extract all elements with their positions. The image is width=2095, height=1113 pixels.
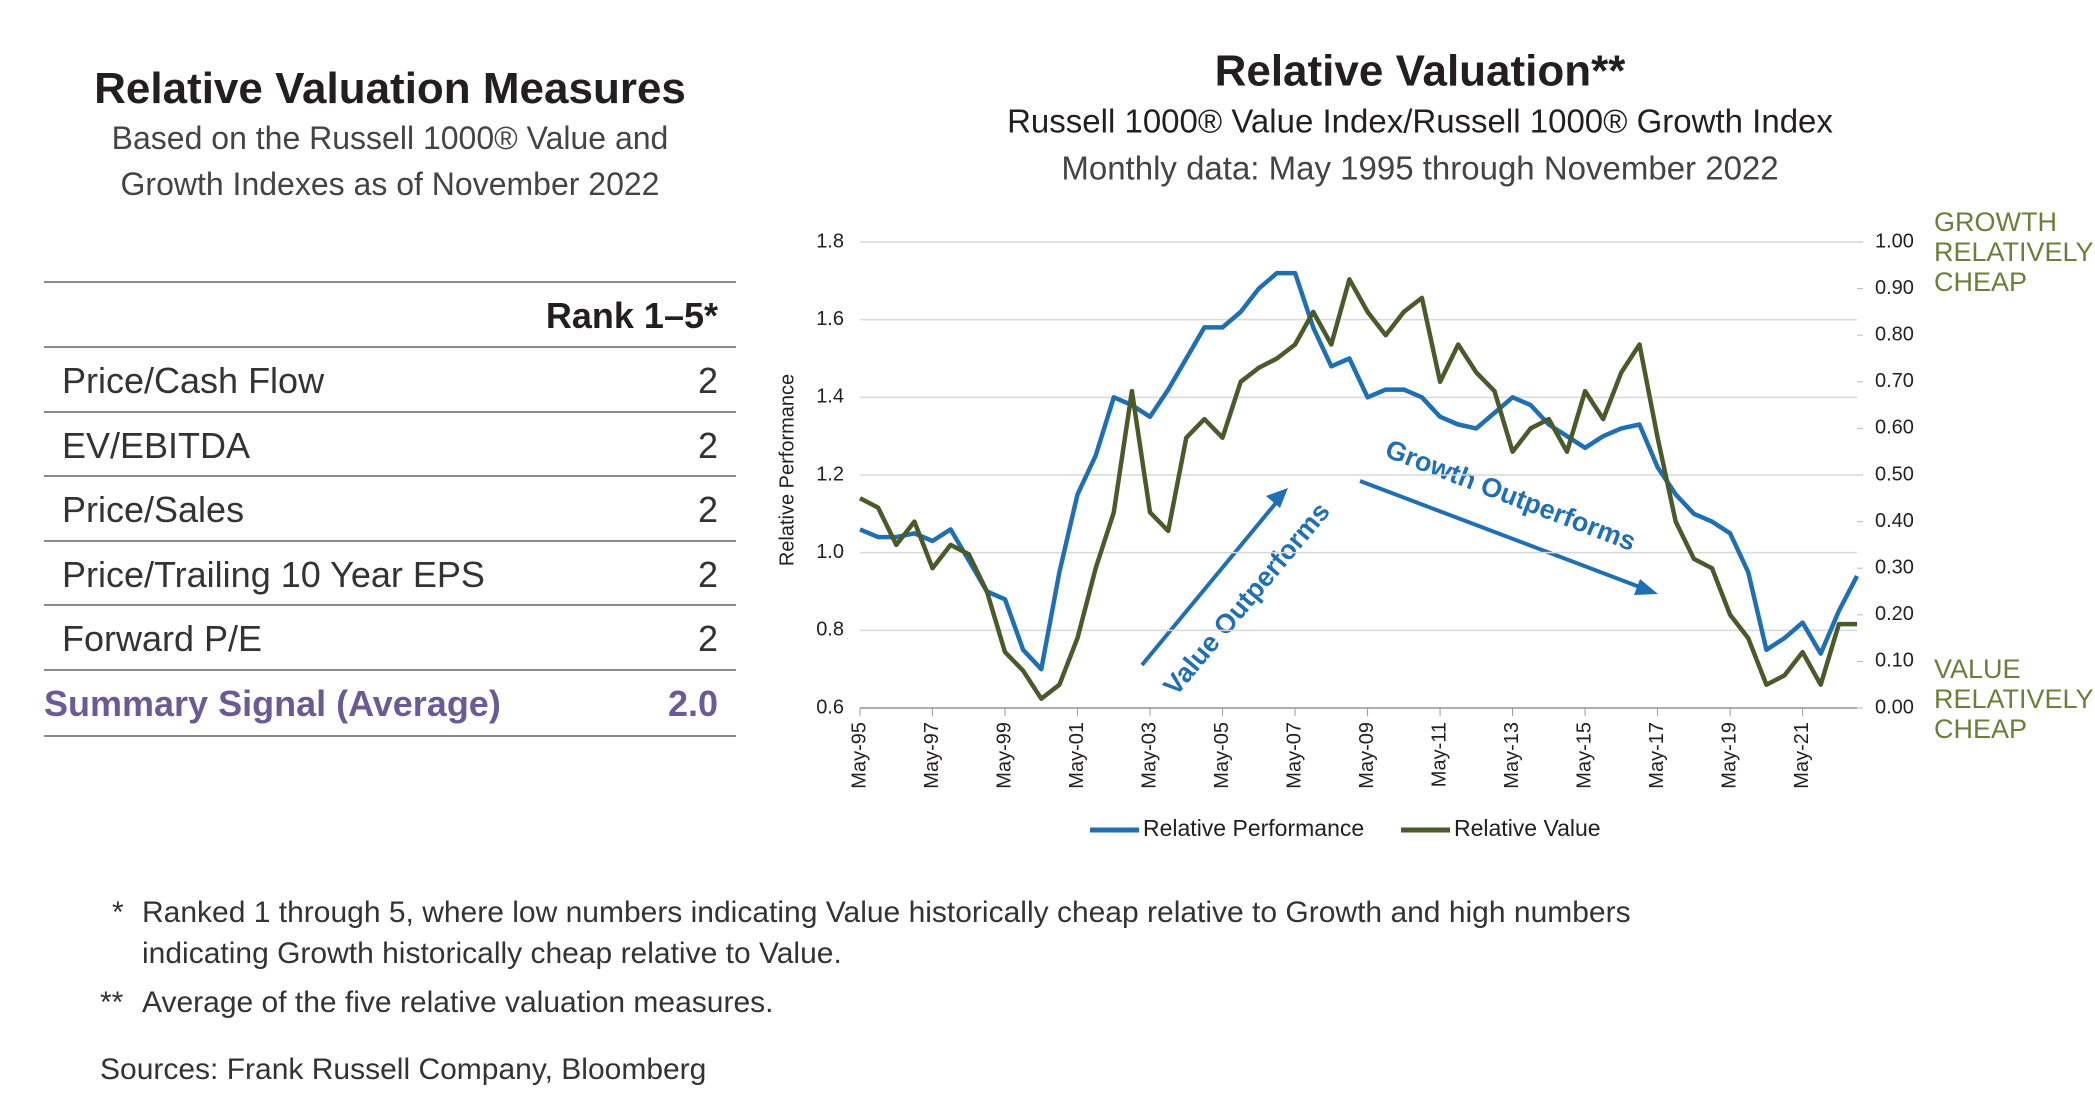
chart-subtitle: Russell 1000® Value Index/Russell 1000® … xyxy=(1007,103,1833,140)
measure-name: Forward P/E xyxy=(62,618,263,660)
measure-name: Price/Cash Flow xyxy=(62,360,325,401)
table-row: Forward P/E 2 xyxy=(44,604,736,670)
rank-value: 2 xyxy=(697,553,718,595)
x-tick-label: May-09 xyxy=(1356,722,1378,789)
side-label: CHEAP xyxy=(1934,267,2027,297)
table-row: Price/Cash Flow 2 xyxy=(44,346,736,412)
y2-tick-label: 1.00 xyxy=(1875,230,1914,252)
x-tick-label: May-07 xyxy=(1283,722,1305,789)
measure-name: Price/Trailing 10 Year EPS xyxy=(62,553,485,595)
y2-tick-label: 0.30 xyxy=(1875,556,1914,578)
x-tick-label: May-95 xyxy=(848,722,870,789)
x-tick-label: May-21 xyxy=(1791,722,1813,789)
header-text: Rank 1–5* xyxy=(545,295,718,336)
summary-value: 2.0 xyxy=(667,683,718,724)
side-label: RELATIVELY xyxy=(1934,237,2094,267)
chart-subtitle: Monthly data: May 1995 through November … xyxy=(1061,150,1778,187)
table-row: Price/Trailing 10 Year EPS 2 xyxy=(44,539,736,606)
series-line xyxy=(858,277,1857,701)
chart: Relative Valuation** Russell 1000® Value… xyxy=(776,47,2094,841)
y2-tick-label: 0.70 xyxy=(1875,370,1914,392)
rank-value: 2 xyxy=(697,489,718,531)
table-subtitle: Based on the Russell 1000® Value and xyxy=(111,120,669,156)
footnote-mark: * xyxy=(112,896,124,929)
measure-name: EV/EBITDA xyxy=(62,424,251,466)
x-tick-label: May-03 xyxy=(1138,722,1160,789)
x-tick-label: May-97 xyxy=(921,722,943,789)
x-tick-label: May-19 xyxy=(1718,722,1740,789)
footnote: indicating Growth historically cheap rel… xyxy=(142,937,842,970)
table-subtitle: Growth Indexes as of November 2022 xyxy=(120,166,660,202)
y2-tick-label: 0.20 xyxy=(1875,603,1914,625)
y-tick-label: 0.6 xyxy=(816,696,844,718)
summary-row: Summary Signal (Average) 2.0 xyxy=(44,669,736,737)
x-tick-label: May-11 xyxy=(1428,722,1450,787)
y-tick-label: 0.8 xyxy=(816,619,844,641)
rank-value: 2 xyxy=(697,424,718,466)
y2-tick-label: 0.80 xyxy=(1875,323,1914,345)
y-tick-label: 1.0 xyxy=(816,541,844,563)
y2-tick-label: 0.60 xyxy=(1875,417,1914,439)
y2-tick-label: 0.40 xyxy=(1875,510,1914,532)
x-tick-label: May-01 xyxy=(1066,722,1088,789)
series-line xyxy=(859,270,1859,672)
side-label: VALUE xyxy=(1934,654,2021,684)
annotation: Value Outperforms xyxy=(1157,497,1335,701)
chart-title: Relative Valuation** xyxy=(1215,47,1627,96)
y-tick-label: 1.8 xyxy=(816,230,844,252)
y2-tick-label: 0.90 xyxy=(1875,277,1914,299)
y2-tick-label: 0.00 xyxy=(1875,696,1914,718)
arrow-head xyxy=(1634,579,1658,595)
side-label: GROWTH xyxy=(1934,207,2057,237)
x-tick-label: May-05 xyxy=(1211,722,1233,789)
footnote: Average of the five relative valuation m… xyxy=(142,986,774,1019)
legend-label: Relative Performance xyxy=(1143,815,1364,841)
measure-name: Price/Sales xyxy=(62,489,245,531)
x-tick-label: May-13 xyxy=(1501,722,1523,789)
rank-value: 2 xyxy=(697,360,718,401)
table-row: Price/Sales 2 xyxy=(44,475,736,541)
side-label: RELATIVELY xyxy=(1934,684,2094,714)
arrow xyxy=(1140,496,1282,667)
table-row: EV/EBITDA 2 xyxy=(44,410,736,477)
x-tick-label: May-99 xyxy=(993,722,1015,789)
rank-value: 2 xyxy=(697,618,718,660)
arrow xyxy=(1359,479,1646,591)
x-tick-label: May-17 xyxy=(1646,722,1668,789)
y-axis-label: Relative Performance xyxy=(776,374,798,566)
summary-label: Summary Signal (Average) xyxy=(44,683,501,724)
side-label: CHEAP xyxy=(1934,714,2027,744)
table-title: Relative Valuation Measures xyxy=(94,64,686,113)
y2-tick-label: 0.50 xyxy=(1875,463,1914,485)
footnote: Ranked 1 through 5, where low numbers in… xyxy=(142,896,1631,929)
arrow-head xyxy=(1266,488,1288,508)
x-tick-label: May-15 xyxy=(1573,722,1595,789)
table-header: Rank 1–5* xyxy=(44,281,736,347)
footnote-mark: ** xyxy=(100,986,124,1019)
y-tick-label: 1.4 xyxy=(816,386,844,408)
y2-tick-label: 0.10 xyxy=(1875,650,1914,672)
source: Sources: Frank Russell Company, Bloomber… xyxy=(100,1053,707,1086)
y-tick-label: 1.6 xyxy=(816,308,844,330)
y-tick-label: 1.2 xyxy=(816,463,844,485)
legend-label: Relative Value xyxy=(1454,815,1601,841)
